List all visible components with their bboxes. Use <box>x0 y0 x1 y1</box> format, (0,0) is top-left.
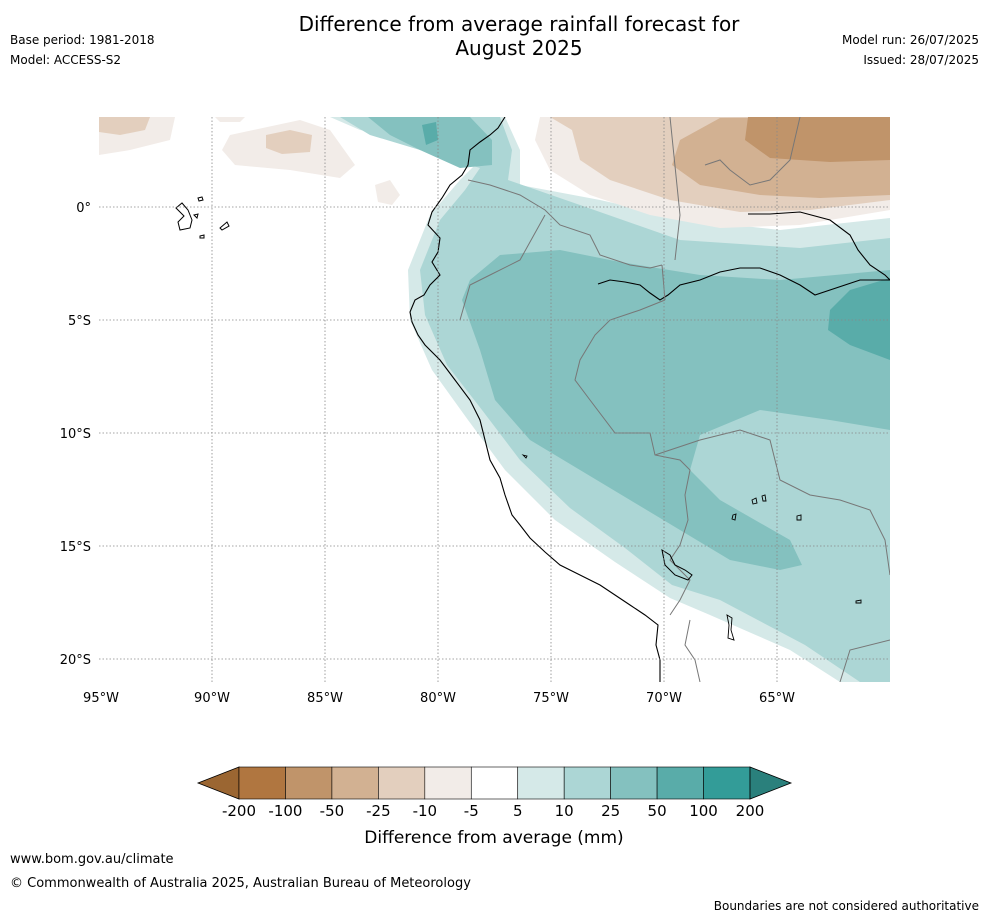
colorbar-tick-label: 25 <box>601 802 620 820</box>
colorbar-ticks: -200 -100 -50 -25 -10 -5 5 10 25 50 100 200 <box>222 802 764 820</box>
contour-teal-50 <box>828 278 890 360</box>
colorbar-tick-label: -10 <box>413 802 438 820</box>
colorbar-tick-label: -5 <box>464 802 479 820</box>
lon-label-70w: 70°W <box>646 691 682 706</box>
lon-label-85w: 85°W <box>307 691 343 706</box>
lon-label-80w: 80°W <box>420 691 456 706</box>
contour-brown-10c <box>266 130 312 154</box>
colorbar-tick-label: 5 <box>513 802 523 820</box>
colorbar-label: Difference from average (mm) <box>364 828 623 848</box>
colorbar-extend-low <box>196 766 240 800</box>
contour-teal-25b <box>462 250 890 570</box>
colorbar-segment <box>517 766 565 800</box>
lon-label-75w: 75°W <box>533 691 569 706</box>
colorbar-segment <box>331 766 379 800</box>
contour-teal-50b <box>422 122 438 145</box>
lake-titicaca <box>661 548 693 581</box>
lon-label-65w: 65°W <box>759 691 795 706</box>
colorbar <box>196 766 793 800</box>
lat-label-10s: 10°S <box>60 427 91 442</box>
colorbar-segment <box>563 766 611 800</box>
issued-date: Issued: 28/07/2025 <box>863 53 979 67</box>
small-lakes <box>521 454 862 641</box>
colorbar-segment <box>610 766 658 800</box>
model-name: Model: ACCESS-S2 <box>10 53 122 67</box>
contour-brown-10b <box>99 117 150 135</box>
colorbar-tick-label: 200 <box>736 802 765 820</box>
lat-label-15s: 15°S <box>60 540 91 555</box>
colorbar-segment <box>470 766 519 800</box>
colorbar-segment <box>378 766 426 800</box>
lat-label-20s: 20°S <box>60 653 91 668</box>
colorbar-tick-label: -100 <box>268 802 302 820</box>
contour-brown-5e <box>215 117 245 122</box>
lat-label-5s: 5°S <box>68 314 91 329</box>
colorbar-segment <box>285 766 333 800</box>
meta-left: Base period: 1981-2018 Model: ACCESS-S2 <box>10 30 155 70</box>
contour-brown-5d <box>375 180 400 205</box>
disclaimer-text: Boundaries are not considered authoritat… <box>713 899 979 913</box>
colorbar-tick-label: 50 <box>648 802 667 820</box>
colorbar-tick-label: 100 <box>689 802 718 820</box>
model-run: Model run: 26/07/2025 <box>841 33 979 47</box>
lat-label-0: 0° <box>76 201 91 216</box>
colorbar-tick-label: 10 <box>555 802 574 820</box>
coastline-caribbean <box>748 211 890 281</box>
lon-label-90w: 90°W <box>194 691 230 706</box>
colorbar-tick-label: -25 <box>366 802 391 820</box>
website-link[interactable]: www.bom.gov.au/climate <box>10 852 174 867</box>
lon-label-95w: 95°W <box>83 691 119 706</box>
colorbar-tick-label: -50 <box>320 802 345 820</box>
base-period: Base period: 1981-2018 <box>10 33 155 47</box>
colorbar-segment <box>656 766 704 800</box>
latitude-labels: 0° 5°S 10°S 15°S 20°S <box>60 201 91 668</box>
coastline-south-america <box>409 117 661 682</box>
longitude-labels: 95°W 90°W 85°W 80°W 75°W 70°W 65°W <box>83 691 795 706</box>
map-title: Difference from average rainfall forecas… <box>0 12 988 60</box>
title-line-2: August 2025 <box>455 36 583 60</box>
colorbar-segment <box>703 766 751 800</box>
border-lines <box>459 117 890 682</box>
colorbar-segment <box>238 766 286 800</box>
galapagos-islands <box>175 196 230 239</box>
copyright-text: © Commonwealth of Australia 2025, Austra… <box>10 876 471 891</box>
meta-right: Model run: 26/07/2025 Issued: 28/07/2025 <box>842 30 979 70</box>
colorbar-extend-high <box>749 766 793 800</box>
contour-brown-50 <box>745 117 890 162</box>
gridlines <box>99 117 890 682</box>
title-line-1: Difference from average rainfall forecas… <box>298 12 740 36</box>
colorbar-tick-label: -200 <box>222 802 256 820</box>
coastline-amazon-north <box>597 267 890 301</box>
map-area <box>99 117 890 682</box>
colorbar-segment <box>424 766 472 800</box>
